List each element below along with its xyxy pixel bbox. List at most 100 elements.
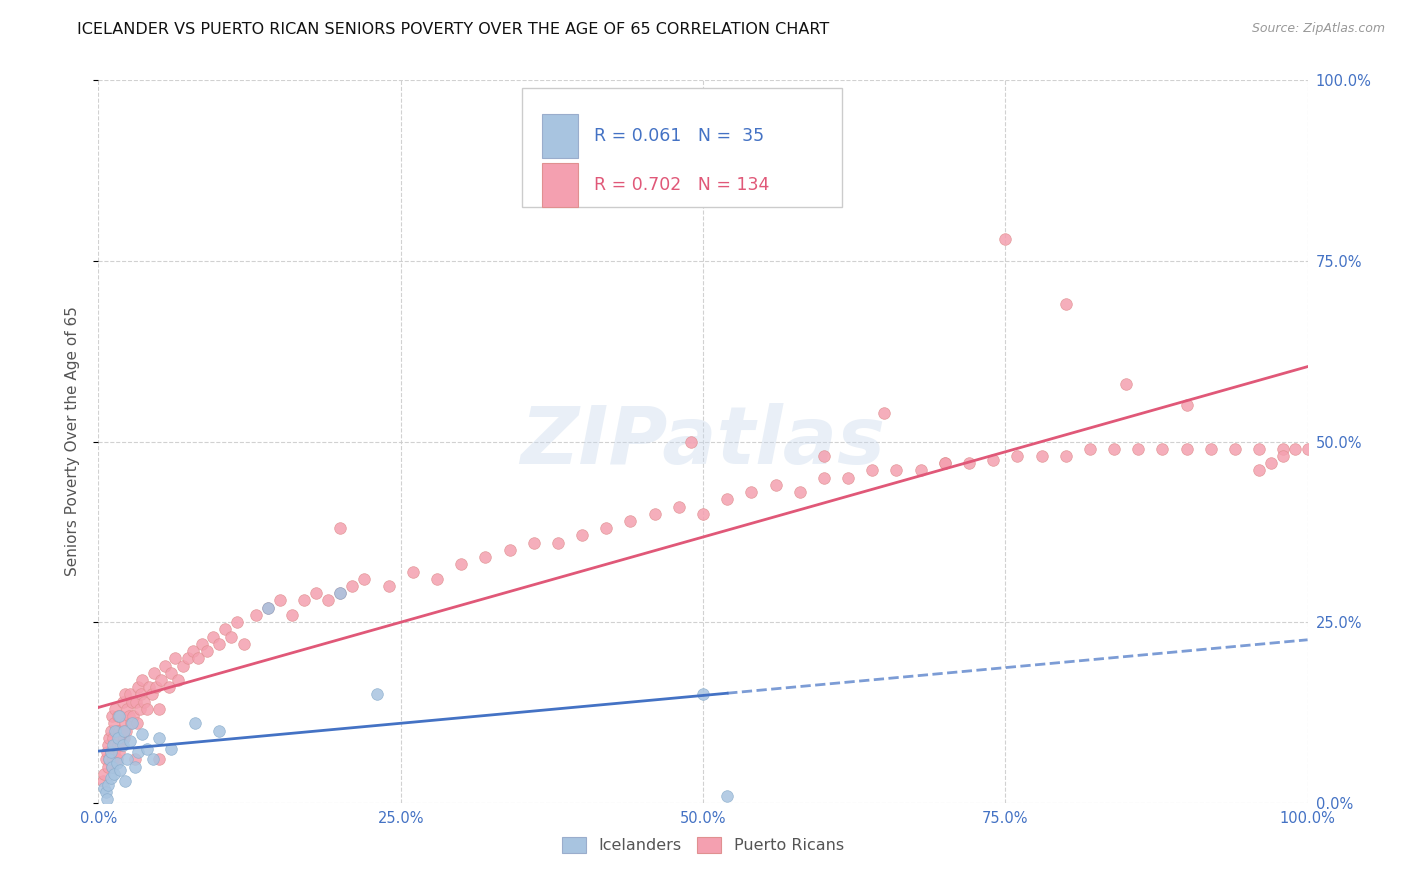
Point: [117, 702, 139, 716]
Point: [353, 572, 375, 586]
Point: [1296, 442, 1319, 456]
Point: [100, 745, 122, 759]
Point: [115, 723, 138, 738]
Point: [329, 586, 352, 600]
Point: [120, 716, 142, 731]
Point: [103, 716, 125, 731]
Point: [122, 709, 145, 723]
Point: [100, 745, 122, 759]
Point: [96, 745, 118, 759]
Point: [100, 760, 122, 774]
Text: ZIPatlas: ZIPatlas: [520, 402, 886, 481]
Point: [167, 673, 190, 687]
Point: [134, 695, 156, 709]
Point: [474, 550, 496, 565]
Point: [1115, 376, 1137, 391]
Point: [1175, 398, 1198, 412]
Point: [195, 644, 218, 658]
Point: [107, 709, 129, 723]
Point: [101, 738, 124, 752]
Point: [157, 680, 180, 694]
Point: [104, 702, 127, 716]
Point: [100, 709, 122, 723]
Point: [873, 406, 896, 420]
Point: [153, 658, 176, 673]
Point: [981, 452, 1004, 467]
Point: [104, 723, 127, 738]
Point: [160, 665, 183, 680]
Point: [281, 607, 304, 622]
Point: [114, 716, 136, 731]
Point: [121, 695, 143, 709]
Point: [450, 558, 472, 572]
Point: [837, 470, 859, 484]
Point: [221, 630, 243, 644]
Point: [101, 752, 124, 766]
Point: [97, 778, 120, 792]
Point: [305, 586, 328, 600]
Point: [127, 745, 149, 759]
Point: [148, 752, 170, 766]
Point: [128, 702, 150, 716]
Point: [142, 752, 165, 766]
Point: [108, 764, 131, 778]
Point: [93, 767, 115, 781]
Point: [232, 637, 254, 651]
Point: [112, 723, 135, 738]
Point: [97, 738, 120, 752]
Point: [110, 738, 132, 752]
Point: [1249, 442, 1271, 456]
Point: [117, 752, 139, 766]
Point: [1152, 442, 1174, 456]
Point: [329, 586, 352, 600]
Point: [103, 767, 125, 781]
Point: [96, 792, 118, 806]
Point: [994, 232, 1017, 246]
Point: [191, 637, 214, 651]
Point: [813, 449, 835, 463]
Point: [108, 723, 131, 738]
Point: [131, 727, 153, 741]
Point: [127, 680, 149, 694]
Point: [692, 507, 714, 521]
Point: [141, 687, 163, 701]
Point: [97, 760, 120, 774]
Point: [94, 785, 117, 799]
Point: [1272, 449, 1295, 463]
Point: [789, 485, 811, 500]
Point: [108, 731, 131, 745]
Point: [105, 752, 128, 766]
Point: [91, 774, 114, 789]
Point: [160, 741, 183, 756]
Point: [143, 665, 166, 680]
Point: [934, 456, 956, 470]
Point: [108, 745, 131, 759]
Point: [108, 709, 131, 723]
Point: [118, 709, 141, 723]
Point: [125, 695, 148, 709]
Point: [1175, 442, 1198, 456]
Point: [1054, 297, 1077, 311]
Point: [101, 731, 124, 745]
Point: [342, 579, 364, 593]
Point: [366, 687, 388, 701]
Point: [208, 723, 231, 738]
Point: [1078, 442, 1101, 456]
Point: [184, 716, 207, 731]
Point: [426, 572, 449, 586]
Point: [644, 507, 666, 521]
Point: [131, 673, 153, 687]
Point: [957, 456, 980, 470]
Point: [124, 760, 146, 774]
Point: [1199, 442, 1222, 456]
FancyBboxPatch shape: [522, 87, 842, 207]
Text: R = 0.702   N = 134: R = 0.702 N = 134: [595, 176, 769, 194]
Point: [98, 752, 121, 766]
Point: [172, 658, 194, 673]
Point: [138, 680, 160, 694]
Point: [716, 789, 738, 803]
Point: [150, 673, 173, 687]
Point: [214, 623, 236, 637]
Legend: Icelanders, Puerto Ricans: Icelanders, Puerto Ricans: [555, 830, 851, 860]
Point: [124, 752, 146, 766]
